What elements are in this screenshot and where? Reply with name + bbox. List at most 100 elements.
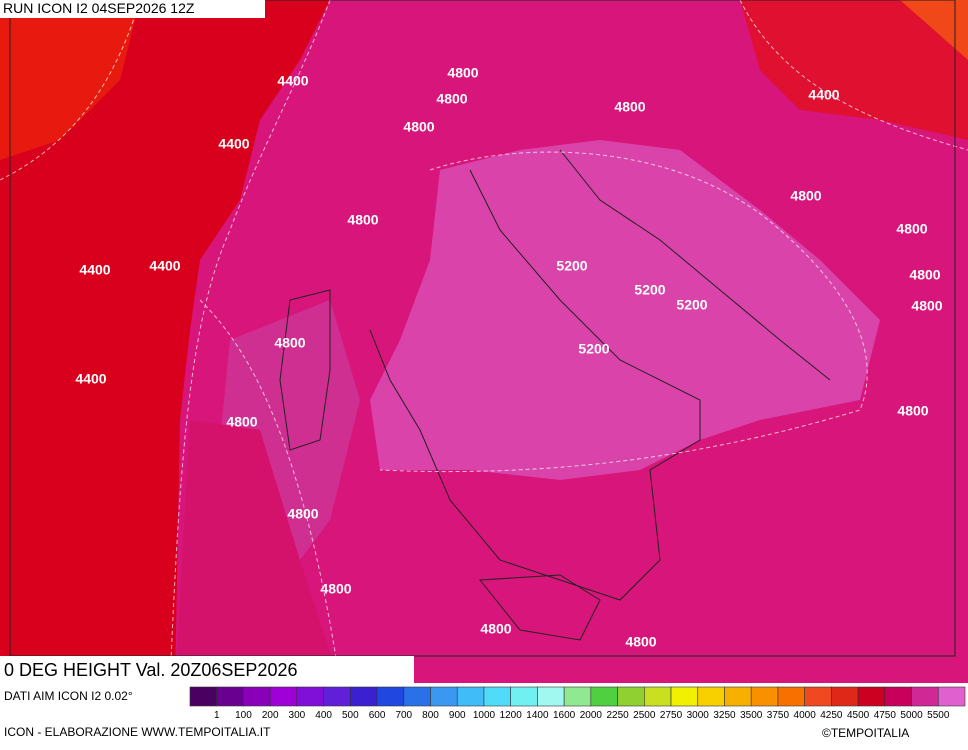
colorbar-label: 3000 — [687, 710, 710, 721]
contour-label: 4800 — [790, 188, 821, 204]
colorbar-swatch — [884, 686, 912, 707]
colorbar-swatch — [750, 686, 779, 707]
colorbar-label: 700 — [395, 710, 412, 721]
contour-label: 4800 — [896, 221, 927, 237]
colorbar-label: 3250 — [713, 710, 736, 721]
colorbar-swatch — [456, 686, 485, 707]
contour-label: 4400 — [75, 371, 106, 387]
colorbar-label: 1 — [214, 710, 220, 721]
colorbar-label: 1400 — [526, 710, 549, 721]
colorbar-label: 400 — [315, 710, 332, 721]
map-frame — [9, 0, 956, 657]
colorbar-label: 5500 — [927, 710, 950, 721]
run-title: RUN ICON I2 04SEP2026 12Z — [3, 0, 195, 16]
region-magenta-sw — [175, 420, 340, 683]
colorbar-swatch — [483, 686, 511, 707]
colorbar-label: 500 — [342, 710, 359, 721]
colorbar-label: 4750 — [874, 710, 897, 721]
colorbar-label: 4250 — [820, 710, 843, 721]
region-red — [0, 0, 330, 683]
colorbar-swatch — [670, 686, 699, 707]
colorbar-label: 2250 — [606, 710, 629, 721]
colorbar-label: 1200 — [500, 710, 523, 721]
credit-label: ICON - ELABORAZIONE WWW.TEMPOITALIA.IT — [4, 725, 271, 739]
variable-label: 0 DEG HEIGHT Val. 20Z06SEP2026 — [4, 660, 297, 680]
copyright-label: ©TEMPOITALIA — [822, 726, 909, 740]
colorbar-label: 2500 — [633, 710, 656, 721]
contour-label: 5200 — [676, 297, 707, 313]
colorbar-swatch — [857, 686, 886, 707]
colorbar-label: 3500 — [740, 710, 763, 721]
contour-label: 4800 — [403, 119, 434, 135]
colorbar-swatch — [216, 686, 244, 707]
contour-label: 4800 — [480, 621, 511, 637]
colorbar-label: 5000 — [900, 710, 923, 721]
colorbar-swatch — [510, 686, 538, 707]
colorbar-label: 200 — [262, 710, 279, 721]
colorbar-swatch — [403, 686, 431, 707]
contours — [0, 0, 968, 684]
colorbar-swatch — [563, 686, 592, 707]
contour-label: 4400 — [277, 73, 308, 89]
colorbar-swatch — [269, 686, 298, 707]
colorbar-swatch — [430, 686, 458, 707]
contour-label: 4400 — [149, 258, 180, 274]
contour-label: 5200 — [634, 282, 665, 298]
contour-label: 4800 — [347, 212, 378, 228]
colorbar-label: 4000 — [794, 710, 817, 721]
coastlines — [279, 149, 831, 641]
colorbar-label: 300 — [289, 710, 306, 721]
region-orange-ne — [900, 0, 968, 60]
colorbar-label: 2000 — [580, 710, 603, 721]
region-orange — [0, 0, 140, 160]
colorbar-swatch — [617, 686, 645, 707]
colorbar-label: 800 — [422, 710, 439, 721]
colorbar-swatch — [644, 686, 672, 707]
contour-label: 5200 — [578, 341, 609, 357]
colorbar-label: 1000 — [473, 710, 496, 721]
colorbar-swatch — [804, 686, 832, 707]
source-label: DATI AIM ICON I2 0.02° — [4, 689, 133, 703]
colorbar-swatch — [296, 686, 324, 707]
contour-label: 4800 — [909, 267, 940, 283]
colorbar-label: 100 — [235, 710, 252, 721]
contour-label: 4400 — [79, 262, 110, 278]
colorbar-swatch — [350, 686, 378, 707]
colorbar-swatch — [911, 686, 939, 707]
colorbar-label: 3750 — [767, 710, 790, 721]
contour-label: 4800 — [911, 298, 942, 314]
contour-label: 5200 — [556, 258, 587, 274]
colorbar-label: 900 — [449, 710, 466, 721]
contour-label: 4800 — [625, 634, 656, 650]
contour-label: 4400 — [218, 136, 249, 152]
contour-label: 4800 — [320, 581, 351, 597]
colorbar-swatch — [323, 686, 351, 707]
colorbar-swatch — [831, 686, 859, 707]
colorbar-label: 4500 — [847, 710, 870, 721]
colorbar-label: 600 — [369, 710, 386, 721]
contour-label: 4800 — [447, 65, 478, 81]
colorbar-swatch — [937, 686, 966, 707]
contour-label: 4400 — [808, 87, 839, 103]
colorbar: 1 100 200 300 400 500 600 700 800 900 1000 1200 1400… — [189, 686, 966, 721]
title-box — [0, 0, 265, 18]
colorbar-swatch — [376, 686, 405, 707]
colorbar-label: 2750 — [660, 710, 683, 721]
colorbar-swatch — [777, 686, 805, 707]
contour-label: 4800 — [436, 91, 467, 107]
contour-label: 4800 — [287, 506, 318, 522]
colorbar-swatch — [243, 686, 271, 707]
variable-box — [0, 656, 414, 683]
colorbar-swatch — [537, 686, 565, 707]
contour-label: 4800 — [274, 335, 305, 351]
colorbar-swatch — [724, 686, 752, 707]
colorbar-label: 1600 — [553, 710, 576, 721]
colorbar-swatch — [189, 686, 218, 707]
colorbar-swatch — [590, 686, 618, 707]
region-red-ne — [740, 0, 968, 140]
contour-label: 4800 — [614, 99, 645, 115]
colorbar-swatch — [697, 686, 725, 707]
